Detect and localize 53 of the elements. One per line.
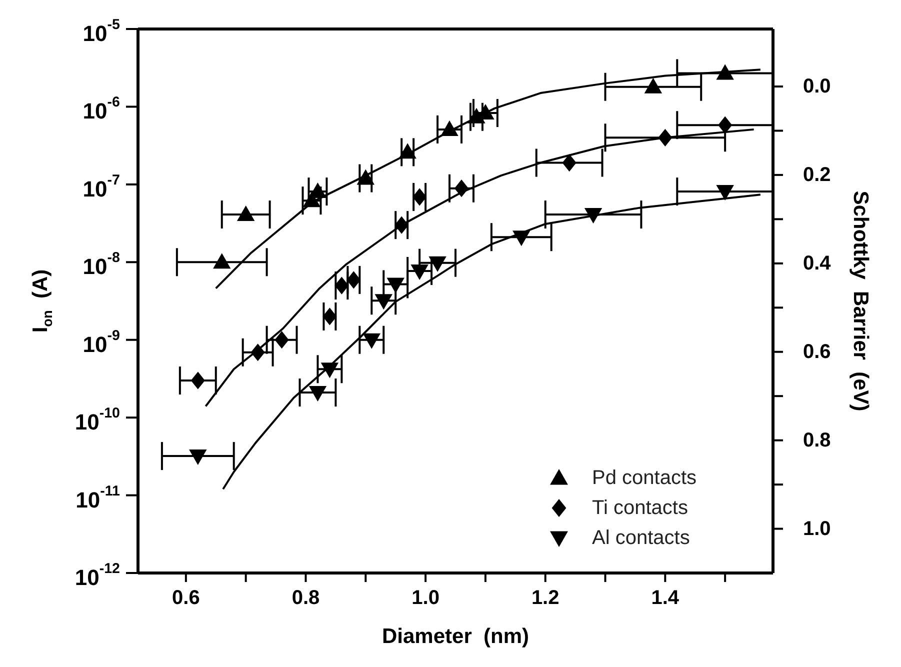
- point: [394, 216, 408, 234]
- point: [321, 362, 338, 378]
- point: [334, 277, 349, 294]
- point: [429, 256, 446, 272]
- x-tick-label: 1.0: [412, 587, 440, 609]
- point: [375, 294, 392, 310]
- y-tick-label: 10$^{-5}$: [82, 17, 120, 46]
- point: [346, 271, 361, 288]
- point: [454, 180, 468, 197]
- y-tick-label: 10$^{-8}$: [82, 250, 120, 279]
- point: [412, 188, 426, 206]
- y2-tick-label: 1.0: [803, 518, 831, 540]
- point: [363, 333, 380, 348]
- y2-tick-label: 0.2: [803, 164, 831, 186]
- point: [322, 308, 337, 325]
- point: [274, 331, 289, 348]
- point: [387, 278, 404, 293]
- y2-tick-label: 0.4: [803, 252, 832, 274]
- y-tick-label: 10$^{-9}$: [82, 328, 120, 356]
- y2-tick-label: 0.8: [803, 429, 831, 452]
- point: [562, 154, 576, 172]
- legend-label: Al contacts: [592, 526, 690, 550]
- point: [191, 372, 205, 389]
- x-tick-label: 0.8: [292, 587, 320, 609]
- y-tick-label: 10$^{-12}$: [74, 561, 120, 590]
- legend-label: Pd contacts: [592, 466, 697, 490]
- point: [189, 450, 206, 465]
- point: [357, 170, 374, 185]
- x-tick-label: 1.2: [531, 587, 560, 609]
- y-tick-label: 10$^{-11}$: [76, 483, 120, 512]
- point: [399, 144, 416, 159]
- point: [716, 185, 734, 200]
- y2-tick-label: 0.6: [803, 340, 831, 363]
- y-tick-label: 10$^{-7}$: [82, 172, 120, 201]
- y-tick-label: 10$^{-10}$: [74, 406, 120, 434]
- point: [237, 206, 254, 222]
- point: [441, 120, 458, 136]
- legend-label: Ti contacts: [592, 496, 688, 520]
- point: [250, 344, 265, 361]
- point: [411, 264, 428, 280]
- x-axis-title: Diameter (nm): [382, 624, 530, 648]
- y2-tick-label: 0.0: [803, 75, 831, 98]
- x-tick-label: 0.6: [172, 587, 200, 609]
- point: [213, 254, 230, 269]
- x-tick-label: 1.4: [651, 587, 680, 609]
- point: [658, 129, 672, 146]
- point: [716, 64, 734, 80]
- point: [584, 208, 602, 224]
- point: [309, 386, 326, 402]
- y2-axis-title: Schottky Barrier (eV): [850, 190, 872, 412]
- point: [512, 230, 530, 246]
- point: [644, 78, 662, 94]
- y-tick-label: 10$^{-6}$: [82, 94, 120, 124]
